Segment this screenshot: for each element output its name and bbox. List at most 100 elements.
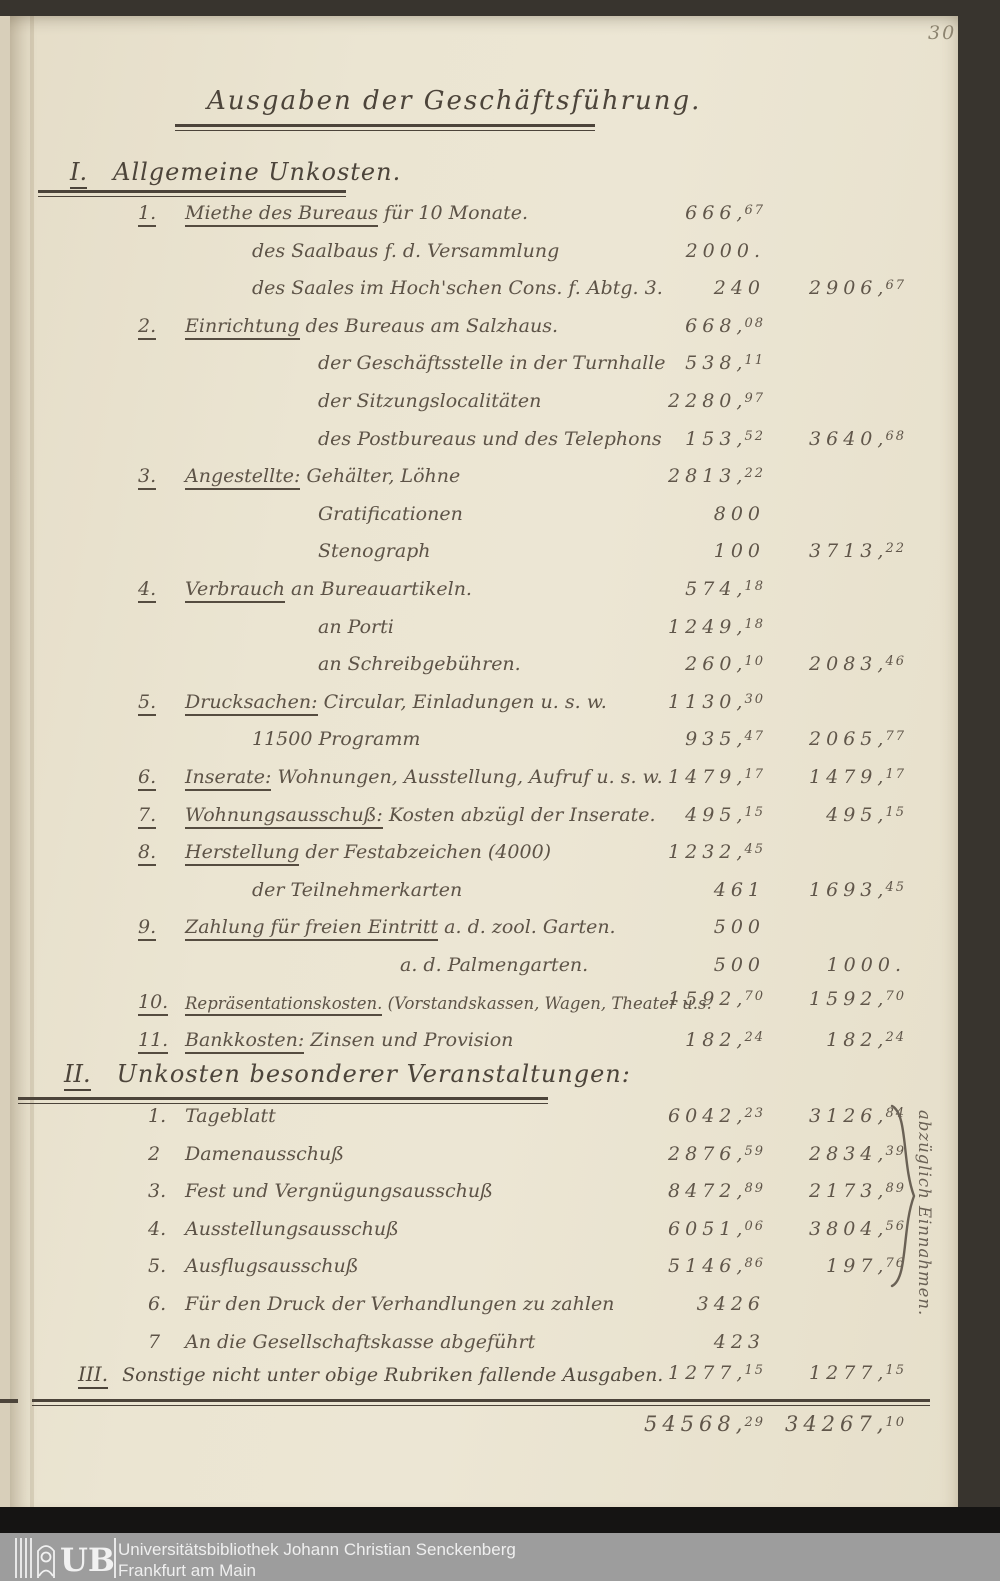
margin-brace [890, 1104, 916, 1288]
row-text: Kosten abzügl der Inserate. [382, 803, 656, 826]
row-amount-1: 240 [713, 277, 765, 300]
total-amount-1: 54568,29 [643, 1412, 765, 1436]
section-3-amount-2: 1277,15 [809, 1362, 906, 1384]
ledger-row: 8. Herstellung der Festabzeichen (4000) … [0, 835, 958, 873]
section-3-amount-1: 1277,15 [668, 1362, 765, 1384]
row-number: 3. [148, 1180, 167, 1203]
row-number: 5. [138, 691, 157, 716]
ledger-row: 2. Einrichtung des Bureaus am Salzhaus. … [0, 309, 958, 347]
row-text: an Bureauartikeln. [285, 577, 472, 600]
section-2-label: Unkosten besonderer Veranstaltungen: [116, 1060, 631, 1088]
section-3-amount-row: 1277,15 1277,15 [0, 1356, 958, 1396]
section-3-label: Sonstige nicht unter obige Rubriken fall… [122, 1364, 664, 1386]
row-text: Fest und Vergnügungsausschuß [185, 1180, 493, 1203]
row-text: an Schreibgebühren. [318, 653, 521, 676]
row-text: der Sitzungslocalitäten [318, 389, 542, 412]
section-3-heading: III. Sonstige nicht unter obige Rubriken … [78, 1362, 663, 1389]
row-amount-1: 182,24 [685, 1029, 765, 1052]
row-amount-1: 153,52 [685, 427, 765, 450]
row-amount-2: 2065,77 [809, 728, 906, 751]
library-city: Frankfurt am Main [118, 1561, 256, 1580]
total-amount-2: 34267,10 [784, 1412, 906, 1436]
section-3-numeral: III. [78, 1362, 109, 1389]
row-number: 7 [148, 1330, 161, 1353]
page-number: 30 [928, 22, 957, 44]
row-keyword: Angestellte: [185, 465, 301, 491]
ledger-row: a. d. Palmengarten. 500 1000. [0, 948, 958, 986]
ledger-row: 3. Angestellte: Gehälter, Löhne 2813,22 [0, 459, 958, 497]
section-2-underline-rule [18, 1097, 548, 1104]
row-keyword: Inserate: [185, 765, 272, 791]
row-amount-1: 500 [713, 953, 765, 976]
library-footer-bar [0, 1533, 1000, 1581]
row-amount-2: 3713,22 [809, 540, 906, 563]
ledger-row: 1. Miethe des Bureaus für 10 Monate. 666… [0, 196, 958, 234]
page-crease [30, 16, 34, 1507]
section-2-heading: II. Unkosten besonderer Veranstaltungen: [64, 1060, 631, 1091]
title-underline-rule [175, 124, 595, 131]
row-text: Damenausschuß [185, 1142, 344, 1165]
book-page-edges [0, 16, 10, 1507]
row-amount-1: 6051,06 [668, 1217, 765, 1240]
row-amount-1: 666,67 [685, 202, 765, 224]
ledger-row: an Schreibgebühren. 260,10 2083,46 [0, 647, 958, 685]
library-footer-text: Universitätsbibliothek Johann Christian … [118, 1539, 516, 1581]
section-1-rows: 1. Miethe des Bureaus für 10 Monate. 666… [0, 196, 958, 1061]
ledger-row: des Saales im Hoch'schen Cons. f. Abtg. … [0, 271, 958, 309]
row-text: Wohnungen, Ausstellung, Aufruf u. s. w. [271, 765, 663, 788]
ledger-row: der Geschäftsstelle in der Turnhalle 538… [0, 346, 958, 384]
row-amount-2: 3640,68 [809, 427, 906, 450]
ledger-row: Stenograph 100 3713,22 [0, 534, 958, 572]
row-amount-1: 2000. [685, 239, 765, 262]
row-keyword: Repräsentationskosten. [185, 994, 383, 1017]
row-text: a. d. zool. Garten. [438, 916, 616, 939]
row-amount-1: 1249,18 [668, 615, 765, 638]
row-text: An die Gesellschaftskasse abgeführt [185, 1330, 536, 1353]
scan-bottom-border [0, 1507, 1000, 1533]
ledger-row: 4. Ausstellungsausschuß 6051,06 3804,56 [0, 1212, 958, 1250]
row-number: 6. [148, 1292, 167, 1315]
row-text: der Teilnehmerkarten [252, 878, 463, 901]
row-text: der Festabzeichen (4000) [299, 841, 552, 864]
ledger-row: Gratificationen 800 [0, 497, 958, 535]
row-amount-1: 538,11 [685, 352, 765, 375]
row-text: des Bureaus am Salzhaus. [299, 314, 559, 337]
totals-row: 54568,29 34267,10 [0, 1406, 958, 1446]
row-keyword: Miethe des Bureaus [185, 202, 378, 227]
ub-logo-letters: UB [60, 1541, 115, 1579]
ledger-row: 7. Wohnungsausschuß: Kosten abzügl der I… [0, 798, 958, 836]
row-amount-2: 3126,84 [809, 1105, 906, 1127]
row-text: Ausstellungsausschuß [185, 1217, 399, 1240]
library-name: Universitätsbibliothek Johann Christian … [118, 1540, 516, 1559]
row-text: Gratificationen [318, 502, 463, 525]
row-number: 5. [148, 1255, 167, 1278]
row-number: 4. [148, 1217, 167, 1240]
row-keyword: Zahlung für freien Eintritt [185, 916, 439, 942]
ledger-row: 10. Repräsentationskosten. (Vorstandskas… [0, 985, 958, 1023]
section-1-heading: I. Allgemeine Unkosten. [70, 158, 401, 189]
row-amount-1: 423 [713, 1330, 765, 1353]
row-text: für 10 Monate. [377, 202, 528, 224]
ledger-row: 1. Tageblatt 6042,23 3126,84 [0, 1099, 958, 1137]
margin-note: abzüglich Einnahmen. [915, 1110, 934, 1317]
row-text: der Geschäftsstelle in der Turnhalle [318, 352, 666, 375]
ledger-row: 3. Fest und Vergnügungsausschuß 8472,89 … [0, 1174, 958, 1212]
row-text: Ausflugsausschuß [185, 1255, 359, 1278]
row-amount-1: 500 [713, 916, 765, 939]
row-amount-1: 2813,22 [668, 465, 765, 488]
ledger-row: 6. Inserate: Wohnungen, Ausstellung, Auf… [0, 760, 958, 798]
row-keyword: Bankkosten: [185, 1029, 305, 1055]
section-1-numeral: I. [70, 158, 88, 189]
ledger-row: 7 An die Gesellschaftskasse abgeführt 42… [0, 1325, 958, 1363]
row-text: Stenograph [318, 540, 431, 563]
section-1-underline-rule [38, 190, 346, 197]
row-amount-1: 495,15 [685, 803, 765, 826]
row-amount-2: 2834,39 [809, 1142, 906, 1165]
row-number: 1. [138, 202, 157, 227]
row-text: des Postbureaus und des Telephons [318, 427, 662, 450]
row-text: (Vorstandskassen, Wagen, Theater u.s. [382, 994, 712, 1014]
section-3-underline-rule [32, 1399, 930, 1406]
row-number: 9. [138, 916, 157, 942]
row-text: des Saales im Hoch'schen Cons. f. Abtg. … [252, 277, 663, 300]
